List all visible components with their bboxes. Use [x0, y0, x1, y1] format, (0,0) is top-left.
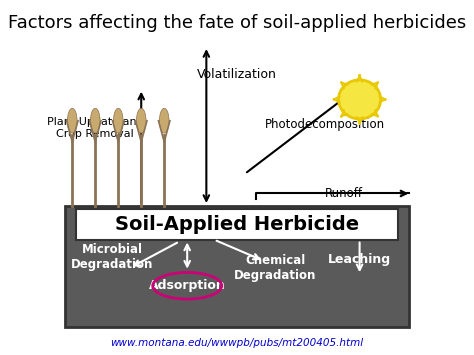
- Circle shape: [338, 80, 381, 119]
- Text: Plant Update and
Crop Removal: Plant Update and Crop Removal: [47, 117, 144, 138]
- Text: www.montana.edu/wwwpb/pubs/mt200405.html: www.montana.edu/wwwpb/pubs/mt200405.html: [110, 338, 364, 348]
- Text: Runoff: Runoff: [325, 187, 363, 200]
- Ellipse shape: [159, 108, 169, 133]
- Ellipse shape: [91, 108, 100, 133]
- Text: Leaching: Leaching: [328, 253, 391, 266]
- Text: Adsorption: Adsorption: [149, 279, 226, 292]
- Text: Microbial
Degradation: Microbial Degradation: [71, 244, 154, 271]
- Text: Chemical
Degradation: Chemical Degradation: [234, 254, 317, 282]
- Ellipse shape: [113, 108, 123, 133]
- FancyBboxPatch shape: [64, 206, 410, 327]
- Ellipse shape: [67, 108, 77, 133]
- Text: Soil-Applied Herbicide: Soil-Applied Herbicide: [115, 215, 359, 234]
- FancyBboxPatch shape: [76, 209, 398, 240]
- Text: Volatilization: Volatilization: [197, 68, 277, 81]
- Text: Photodecomposition: Photodecomposition: [265, 118, 385, 131]
- Ellipse shape: [137, 108, 146, 133]
- Text: Factors affecting the fate of soil-applied herbicides: Factors affecting the fate of soil-appli…: [8, 14, 466, 32]
